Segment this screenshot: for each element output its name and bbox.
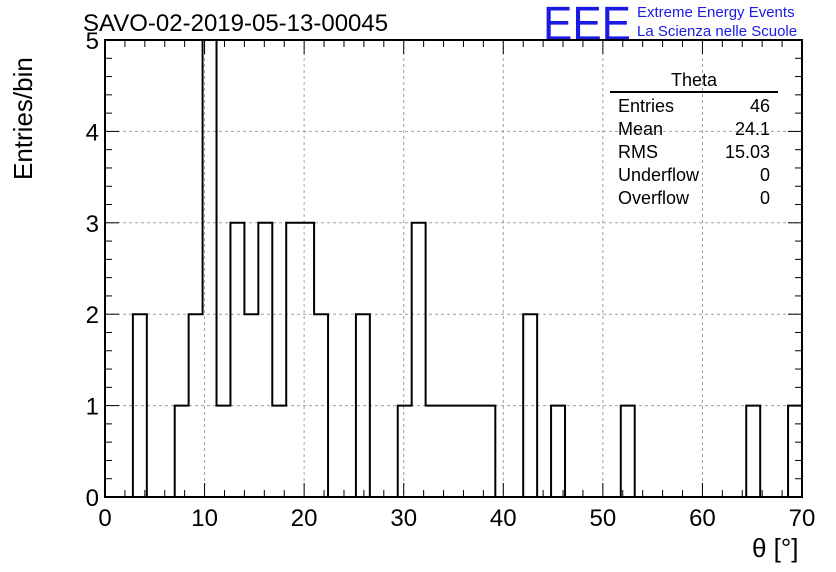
stats-row-overflow: Overflow 0 <box>610 187 778 210</box>
histogram-bin <box>788 406 802 497</box>
stats-title: Theta <box>610 70 778 93</box>
eee-logo-text: EEE <box>543 0 631 44</box>
histogram-bin <box>454 406 468 497</box>
histogram-title: SAVO-02-2019-05-13-00045 <box>83 10 389 37</box>
histogram-bin <box>467 406 481 497</box>
stats-label: Overflow <box>618 188 690 208</box>
stats-label: Mean <box>618 119 664 139</box>
histogram-bin <box>300 223 314 497</box>
organization-name: Extreme Energy Events La Scienza nelle S… <box>637 3 797 41</box>
stats-value: 46 <box>749 96 770 116</box>
y-tick-label: 3 <box>86 211 99 238</box>
stats-row-mean: Mean 24.1 <box>610 118 778 141</box>
x-tick-label: 60 <box>689 505 716 532</box>
plot-frame <box>104 39 803 498</box>
x-tick-label: 70 <box>789 505 816 532</box>
histogram-bin <box>230 223 244 497</box>
stats-value: 0 <box>759 188 770 208</box>
histogram-bin <box>217 406 231 497</box>
tick-labels: 0 10 20 30 40 50 60 70 0 1 2 3 4 5 <box>86 28 816 532</box>
x-tick-label: 30 <box>390 505 417 532</box>
histogram-bin <box>286 223 300 497</box>
histogram-bin <box>551 406 565 497</box>
histogram-bin <box>412 223 426 497</box>
x-tick-label: 50 <box>590 505 617 532</box>
stats-row-rms: RMS 15.03 <box>610 141 778 164</box>
histogram-bin <box>481 406 495 497</box>
y-tick-label: 5 <box>86 28 99 55</box>
histogram-bin <box>621 406 635 497</box>
histogram-bin <box>398 406 412 497</box>
stats-value: 24.1 <box>734 119 770 139</box>
y-tick-label: 1 <box>86 394 99 421</box>
organization-line-1: Extreme Energy Events <box>637 4 795 21</box>
x-tick-label: 0 <box>98 505 111 532</box>
y-tick-label: 2 <box>86 302 99 329</box>
x-axis-label: θ [°] <box>752 533 799 563</box>
histogram-bin <box>440 406 454 497</box>
histogram-bin <box>426 406 440 497</box>
stats-label: Underflow <box>618 165 700 185</box>
x-tick-label: 10 <box>191 505 218 532</box>
stats-label: RMS <box>618 142 658 162</box>
histogram-bin <box>746 406 760 497</box>
stats-row-underflow: Underflow 0 <box>610 164 778 187</box>
histogram-bin <box>175 406 189 497</box>
histogram-bin <box>258 223 272 497</box>
y-tick-label: 4 <box>86 119 99 146</box>
histogram-bin <box>272 406 286 497</box>
x-tick-label: 40 <box>490 505 517 532</box>
stats-value: 15.03 <box>724 142 770 162</box>
x-tick-label: 20 <box>291 505 318 532</box>
stats-value: 0 <box>759 165 770 185</box>
eee-logo: EEE <box>543 0 631 44</box>
organization-line-2: La Scienza nelle Scuole <box>637 23 798 40</box>
y-tick-label: 0 <box>86 485 99 512</box>
histogram-bin <box>133 314 147 497</box>
stats-label: Entries <box>618 96 675 116</box>
stats-box: Theta Entries 46 Mean 24.1 RMS 15.03 Underf… <box>610 70 778 210</box>
stats-row-entries: Entries 46 <box>610 95 778 118</box>
